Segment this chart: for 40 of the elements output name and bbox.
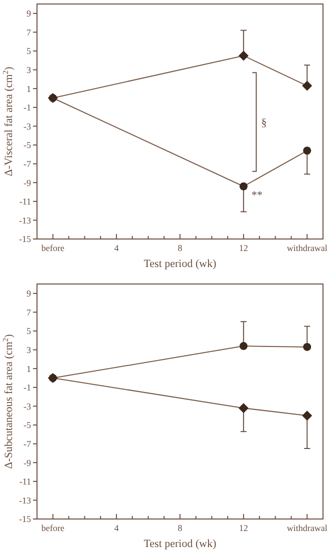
x-tick-label: 8: [178, 243, 183, 253]
x-tick-label: 4: [114, 243, 120, 253]
y-tick-label: -3: [24, 401, 32, 412]
x-tick-label: before: [41, 523, 64, 533]
annotation: **: [252, 189, 263, 202]
y-tick-label: -5: [24, 140, 32, 150]
y-tick-label: -9: [24, 458, 32, 468]
y-tick-label: -11: [19, 196, 31, 207]
y-tick-label: 5: [26, 46, 32, 56]
y-tick-label: -1: [24, 102, 31, 113]
x-axis-title: Test period (wk): [144, 258, 217, 270]
y-tick-label: 7: [26, 307, 32, 318]
y-tick-label: -13: [19, 495, 32, 506]
y-tick-label: -9: [24, 178, 32, 188]
x-tick-label: 12: [239, 243, 248, 253]
y-tick-label: 1: [26, 364, 31, 374]
x-tick-label: withdrawal: [286, 243, 328, 253]
annotation: §: [261, 116, 267, 129]
x-tick-label: withdrawal: [286, 523, 328, 533]
y-tick-label: -7: [24, 158, 32, 169]
y-tick-label: 7: [26, 27, 32, 38]
y-tick-label: -5: [24, 420, 32, 430]
y-tick-label: 9: [26, 8, 32, 19]
y-tick-label: 9: [26, 288, 32, 299]
y-tick-label: 1: [26, 84, 31, 94]
x-axis-title: Test period (wk): [144, 538, 217, 550]
y-tick-label: 3: [26, 344, 32, 355]
x-tick-label: 12: [239, 523, 248, 533]
y-tick-label: -7: [24, 438, 32, 449]
y-tick-label: -1: [24, 382, 31, 393]
y-tick-label: -11: [19, 476, 31, 487]
x-tick-label: 8: [178, 523, 183, 533]
y-tick-label: -13: [19, 215, 32, 226]
x-tick-label: 4: [114, 523, 120, 533]
y-tick-label: 3: [26, 64, 32, 75]
x-tick-label: before: [41, 243, 64, 253]
y-tick-label: 5: [26, 326, 32, 336]
y-tick-label: -15: [19, 514, 32, 524]
y-tick-label: -15: [19, 234, 32, 244]
y-tick-label: -3: [24, 121, 32, 132]
